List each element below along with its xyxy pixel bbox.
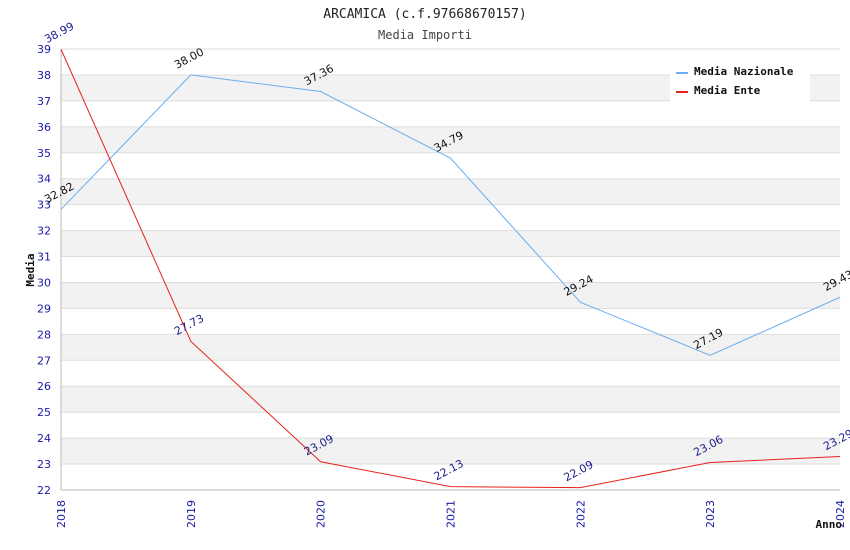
gridlines <box>61 48 840 491</box>
y-tick-label: 30 <box>37 276 51 289</box>
y-tick-label: 26 <box>37 380 51 393</box>
grid-band <box>61 178 840 205</box>
grid-bands <box>61 74 840 465</box>
y-tick-label: 25 <box>37 406 51 419</box>
y-tick-label: 33 <box>37 199 51 212</box>
x-tick-labels: 2018 2019 2020 2021 2022 2023 2024 <box>55 500 847 528</box>
y-tick-label: 34 <box>37 173 51 186</box>
y-tick-label: 29 <box>37 302 51 315</box>
x-axis-label: Anno <box>816 518 843 531</box>
y-tick-label: 37 <box>37 95 51 108</box>
legend-box <box>670 60 810 102</box>
grid-band <box>61 438 840 465</box>
chart-subtitle: Media Importi <box>378 28 472 42</box>
data-label: 38.99 <box>42 20 76 46</box>
grid-band <box>61 334 840 361</box>
grid-band <box>61 126 840 153</box>
y-tick-label: 38 <box>37 69 51 82</box>
x-tick-label: 2023 <box>704 500 717 528</box>
y-tick-label: 39 <box>37 43 51 56</box>
y-tick-label: 27 <box>37 354 51 367</box>
series-lines <box>60 49 841 489</box>
grid-band <box>61 230 840 257</box>
series-line-media-ente <box>60 49 841 489</box>
y-tick-label: 31 <box>37 251 51 264</box>
legend-label-media-ente: Media Ente <box>694 84 761 97</box>
y-tick-label: 32 <box>37 225 51 238</box>
legend: Media Nazionale Media Ente <box>670 60 810 102</box>
y-tick-label: 35 <box>37 147 51 160</box>
chart-title: ARCAMICA (c.f.97668670157) <box>323 7 527 22</box>
x-tick-label: 2022 <box>574 500 587 528</box>
x-tick-label: 2021 <box>445 500 458 528</box>
grid-band <box>61 386 840 413</box>
x-tick-label: 2019 <box>185 500 198 528</box>
x-tick-label: 2018 <box>55 500 68 528</box>
series-line-media-nazionale <box>60 74 841 356</box>
y-tick-label: 28 <box>37 328 51 341</box>
x-tick-label: 2020 <box>315 500 328 528</box>
legend-label-media-nazionale: Media Nazionale <box>694 65 794 78</box>
y-tick-label: 24 <box>37 432 51 445</box>
y-tick-label: 36 <box>37 121 51 134</box>
y-tick-label: 22 <box>37 484 51 497</box>
axes <box>60 49 840 491</box>
grid-band <box>61 282 840 309</box>
y-tick-labels: 22 23 24 25 26 27 28 29 30 31 32 33 34 35 36 37 38 39 <box>37 43 51 497</box>
y-axis-label: Media <box>24 253 37 286</box>
x-tick-label: 2024 <box>834 500 847 528</box>
y-tick-label: 23 <box>37 458 51 471</box>
